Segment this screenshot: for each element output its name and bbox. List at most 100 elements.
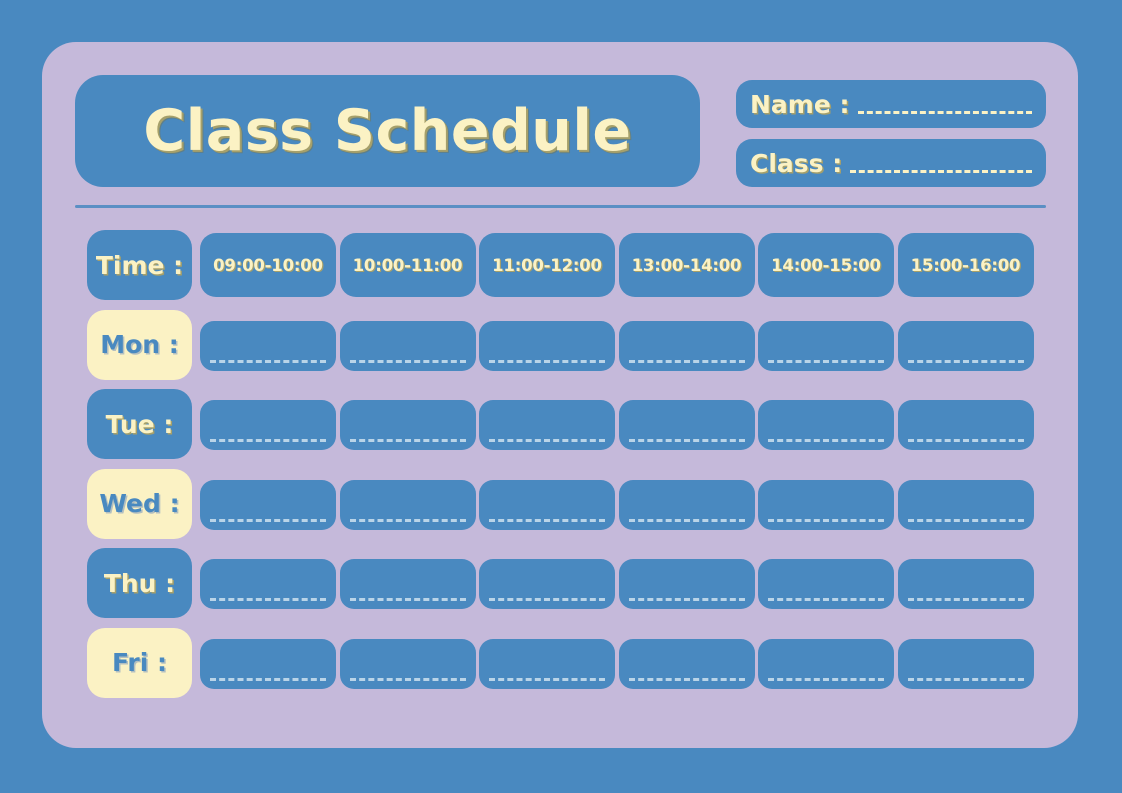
schedule-cell[interactable] [479,638,615,689]
schedule-cell[interactable] [897,638,1034,689]
schedule-cell-rule [628,598,745,601]
header-divider [75,205,1046,208]
time-slot-label: 14:00-15:00 [771,255,881,275]
time-slot-label: 15:00-16:00 [910,255,1021,275]
schedule-cell-rule [628,677,745,681]
schedule-cell[interactable] [897,400,1034,450]
schedule-cell-rule [489,359,605,363]
schedule-cell-rule [489,598,605,601]
schedule-cell-rule [768,439,884,442]
schedule-cell[interactable] [339,320,476,371]
schedule-grid: Time : 09:00-10:00 10:00-11:00 11:00-12:00 1… [87,230,1034,707]
schedule-cell-rule [210,598,326,601]
schedule-cell[interactable] [897,559,1034,609]
time-slot-label: 10:00-11:00 [352,255,463,275]
time-header-label: Time : [87,230,192,300]
schedule-cell-rule [907,359,1024,363]
day-label: Thu : [87,548,192,618]
schedule-cell[interactable] [758,320,894,371]
schedule-cell[interactable] [618,638,755,689]
day-label-text: Fri : [111,648,168,677]
name-field-label: Name : [750,89,850,119]
time-slot-header: 10:00-11:00 [339,233,476,297]
schedule-cell-rule [489,518,605,522]
schedule-cell[interactable] [339,479,476,530]
schedule-cell-rule [768,598,884,601]
schedule-row: Fri : [87,627,1034,708]
schedule-cell-rule [489,677,605,681]
schedule-cell[interactable] [479,479,615,530]
class-field-rule[interactable] [850,169,1032,173]
schedule-cell[interactable] [200,479,336,530]
schedule-cell-rule [768,518,884,522]
header-area: Class Schedule Name : Class : [75,75,1046,190]
class-field-label: Class : [750,148,843,178]
schedule-cell-rule [628,359,745,363]
time-slot-header: 11:00-12:00 [479,233,615,297]
page-title: Class Schedule [143,98,632,164]
schedule-cell[interactable] [200,320,336,371]
schedule-row: Mon : [87,309,1034,390]
time-header-label-text: Time : [95,250,184,280]
time-slot-label: 11:00-12:00 [492,255,602,275]
schedule-cell[interactable] [200,400,336,450]
schedule-cell-rule [907,518,1024,522]
schedule-cell[interactable] [618,479,755,530]
schedule-cell-rule [489,439,605,442]
schedule-cell-rule [907,677,1024,681]
schedule-cell-rule [349,439,466,442]
day-label: Wed : [87,468,192,539]
schedule-cell[interactable] [758,479,894,530]
time-slot-label: 09:00-10:00 [213,255,323,275]
schedule-cell[interactable] [758,400,894,450]
day-label-text: Thu : [103,568,176,598]
day-label: Tue : [87,389,192,459]
time-header-row: Time : 09:00-10:00 10:00-11:00 11:00-12:00 1… [87,230,1034,310]
schedule-cell-rule [210,518,326,522]
schedule-cell[interactable] [618,400,755,450]
schedule-card: Class Schedule Name : Class : Time : 09:0… [42,42,1078,748]
schedule-cell-rule [210,677,326,681]
schedule-cell-rule [768,677,884,681]
schedule-cell[interactable] [200,559,336,609]
title-plate: Class Schedule [75,75,700,187]
schedule-cell[interactable] [758,638,894,689]
schedule-cell-rule [349,518,466,522]
schedule-cell-rule [210,439,326,442]
schedule-row: Thu : [87,548,1034,628]
schedule-cell-rule [907,439,1024,442]
schedule-cell-rule [349,677,466,681]
schedule-cell[interactable] [479,320,615,371]
schedule-cell[interactable] [339,400,476,450]
schedule-cell-rule [907,598,1024,601]
day-label: Fri : [87,627,192,698]
name-field-rule[interactable] [857,110,1032,114]
schedule-cell[interactable] [618,559,755,609]
schedule-cell[interactable] [339,638,476,689]
schedule-row: Wed : [87,468,1034,549]
schedule-cell-rule [349,598,466,601]
time-slot-header: 15:00-16:00 [897,233,1034,297]
schedule-row: Tue : [87,389,1034,469]
schedule-cell[interactable] [479,400,615,450]
schedule-cell[interactable] [758,559,894,609]
schedule-cell[interactable] [618,320,755,371]
schedule-cell[interactable] [200,638,336,689]
schedule-cell[interactable] [339,559,476,609]
day-label: Mon : [87,309,192,380]
schedule-cell-rule [349,359,466,363]
time-slot-header: 09:00-10:00 [200,233,336,297]
class-field[interactable]: Class : [736,139,1046,187]
schedule-cell[interactable] [479,559,615,609]
schedule-cell-rule [628,518,745,522]
name-field[interactable]: Name : [736,80,1046,128]
day-label-text: Tue : [105,409,174,439]
day-label-text: Wed : [99,489,180,518]
schedule-cell-rule [210,359,326,363]
day-label-text: Mon : [100,330,179,359]
schedule-cell[interactable] [897,320,1034,371]
time-slot-label: 13:00-14:00 [631,255,742,275]
time-slot-header: 13:00-14:00 [618,233,755,297]
schedule-cell-rule [768,359,884,363]
schedule-cell[interactable] [897,479,1034,530]
